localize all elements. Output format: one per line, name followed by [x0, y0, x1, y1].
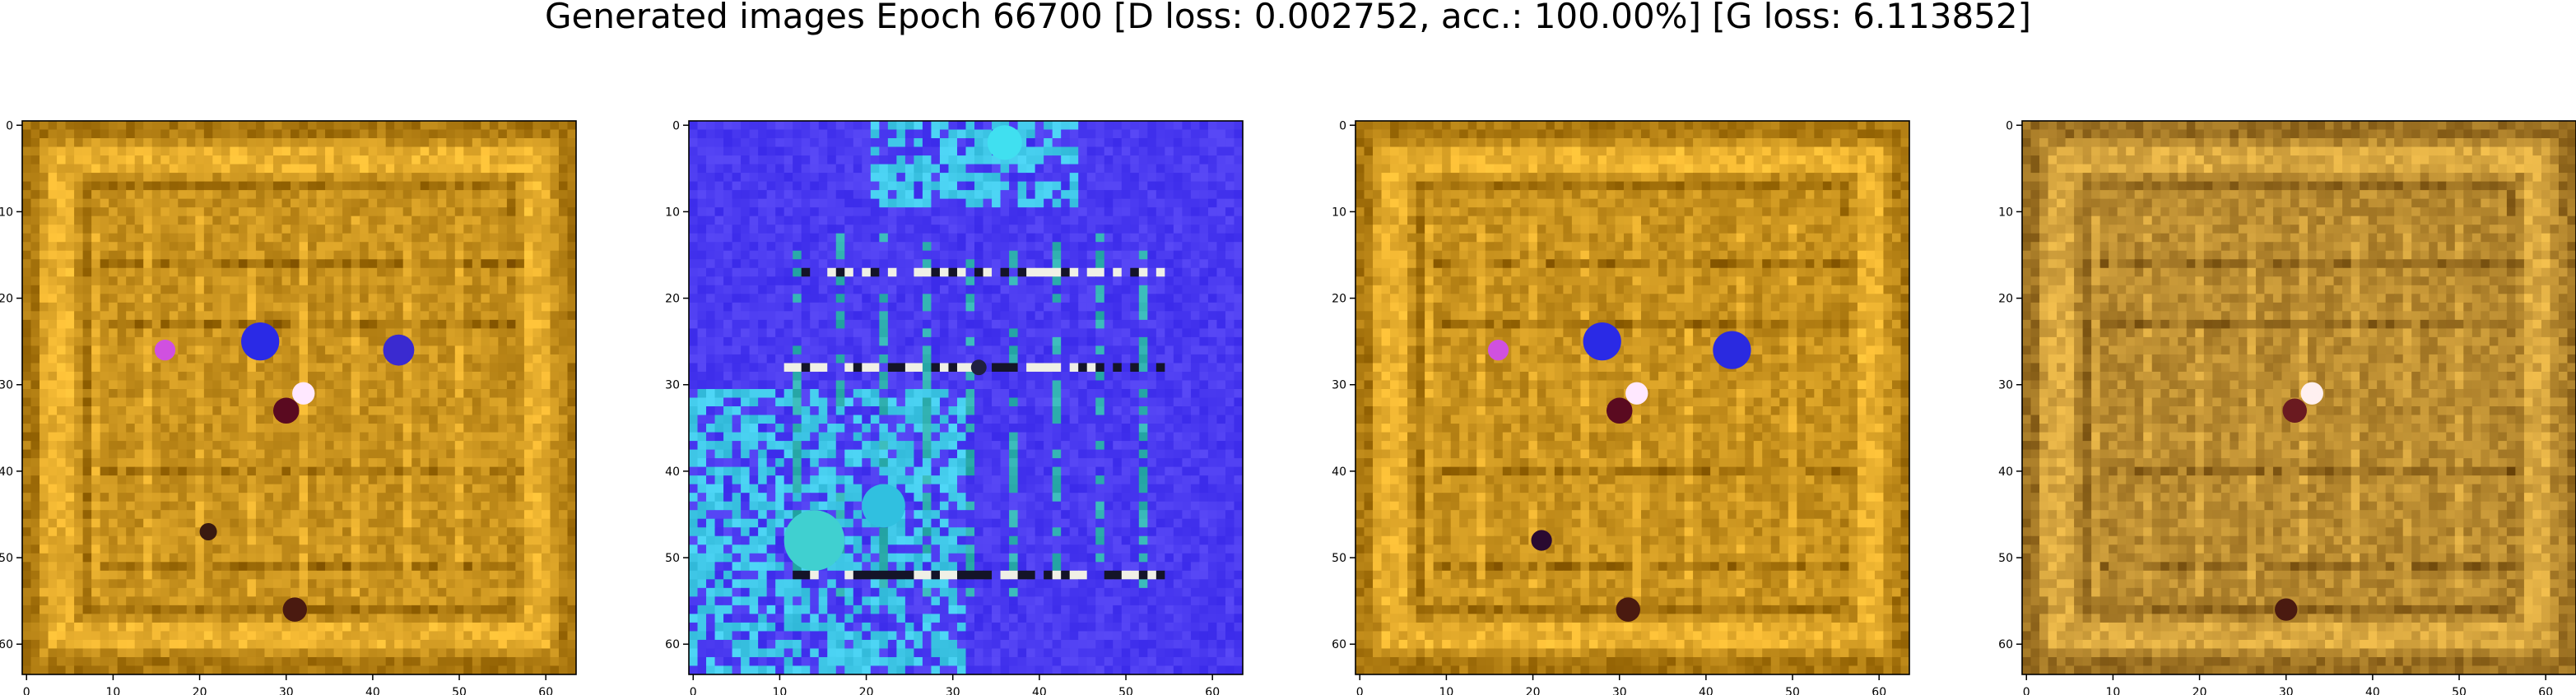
y-tick-label: 30 — [1998, 379, 2013, 392]
image-pixels — [2022, 121, 2576, 674]
y-tick-label: 60 — [665, 638, 680, 651]
feature-blob — [241, 322, 280, 361]
y-tick-label: 20 — [665, 293, 680, 306]
feature-blob — [1625, 382, 1648, 405]
y-tick-label: 10 — [0, 206, 13, 219]
y-tick-label: 60 — [0, 638, 13, 651]
x-tick-label: 20 — [2192, 686, 2207, 695]
y-tick-label: 50 — [1998, 552, 2013, 565]
feature-blob — [862, 484, 905, 528]
x-tick-label: 0 — [690, 686, 697, 695]
y-tick-label: 10 — [1998, 206, 2013, 219]
y-tick-label: 40 — [665, 466, 680, 479]
x-tick-label: 20 — [193, 686, 207, 695]
image-panel-1: 0 10 20 30 40 50 60 0 10 20 30 40 50 60 — [0, 119, 577, 695]
feature-blob — [970, 359, 987, 376]
axes-frame — [688, 120, 1244, 675]
feature-blob — [2282, 398, 2307, 423]
x-tick-label: 20 — [859, 686, 874, 695]
feature-blob — [2300, 382, 2323, 405]
x-tick-label: 40 — [1032, 686, 1047, 695]
x-tick-label: 30 — [1612, 686, 1627, 695]
axes-frame — [21, 120, 577, 675]
x-tick-label: 10 — [1439, 686, 1454, 695]
feature-blob — [1583, 322, 1621, 361]
image-pixels — [22, 121, 576, 674]
x-tick-label: 0 — [23, 686, 30, 695]
x-tick-label: 30 — [946, 686, 960, 695]
feature-blob — [2275, 598, 2298, 621]
y-tick-label: 50 — [0, 552, 13, 565]
y-tick-label: 0 — [2006, 119, 2013, 132]
y-tick-label: 30 — [0, 379, 13, 392]
x-tick-label: 60 — [1205, 686, 1220, 695]
x-tick-label: 30 — [279, 686, 294, 695]
y-tick-label: 0 — [672, 119, 680, 132]
x-tick-label: 40 — [2365, 686, 2380, 695]
feature-blob — [383, 334, 415, 366]
x-tick-label: 50 — [1785, 686, 1800, 695]
x-tick-label: 30 — [2279, 686, 2294, 695]
image-panel-4: 0 10 20 30 40 50 60 0 10 20 30 40 50 60 — [1998, 119, 2576, 695]
y-tick-label: 10 — [1332, 206, 1346, 219]
y-tick-label: 20 — [1998, 293, 2013, 306]
feature-blob — [282, 597, 307, 622]
y-tick-label: 50 — [1332, 552, 1346, 565]
feature-blob — [292, 382, 315, 405]
x-tick-label: 60 — [538, 686, 553, 695]
feature-blob — [1616, 597, 1640, 622]
y-tick-label: 40 — [1332, 466, 1346, 479]
x-tick-label: 50 — [1118, 686, 1133, 695]
x-tick-label: 0 — [2023, 686, 2030, 695]
x-tick-label: 50 — [2452, 686, 2467, 695]
y-tick-label: 30 — [1332, 379, 1346, 392]
y-tick-label: 0 — [1339, 119, 1346, 132]
y-tick-label: 10 — [665, 206, 680, 219]
figure-title: Generated images Epoch 66700 [D loss: 0.… — [544, 0, 2032, 36]
feature-blob — [987, 125, 1022, 160]
x-tick-label: 10 — [106, 686, 121, 695]
y-tick-label: 50 — [665, 552, 680, 565]
axes-frame — [2021, 120, 2576, 675]
y-tick-label: 60 — [1332, 638, 1346, 651]
feature-blob — [1487, 340, 1509, 361]
feature-blob — [199, 522, 217, 541]
feature-blob — [1713, 331, 1751, 369]
x-tick-label: 40 — [1699, 686, 1713, 695]
x-tick-label: 10 — [773, 686, 788, 695]
y-tick-label: 40 — [0, 466, 13, 479]
x-tick-label: 0 — [1356, 686, 1364, 695]
y-tick-label: 30 — [665, 379, 680, 392]
x-tick-label: 50 — [452, 686, 467, 695]
feature-blob — [1606, 397, 1633, 424]
axes-frame — [1355, 120, 1910, 675]
feature-blob — [783, 510, 845, 571]
y-tick-label: 40 — [1998, 466, 2013, 479]
feature-blob — [154, 340, 176, 361]
image-panel-2: 0 10 20 30 40 50 60 0 10 20 30 40 50 60 — [665, 119, 1244, 695]
feature-blob — [272, 397, 300, 424]
x-tick-label: 60 — [1872, 686, 1886, 695]
y-tick-label: 60 — [1998, 638, 2013, 651]
feature-blob — [1531, 530, 1552, 551]
image-panel-3: 0 10 20 30 40 50 60 0 10 20 30 40 50 60 — [1332, 119, 1910, 695]
y-tick-label: 20 — [0, 293, 13, 306]
x-tick-label: 10 — [2106, 686, 2121, 695]
image-pixels — [689, 121, 1243, 674]
y-tick-label: 0 — [6, 119, 13, 132]
x-tick-label: 60 — [2538, 686, 2553, 695]
x-tick-label: 20 — [1526, 686, 1541, 695]
x-tick-label: 40 — [365, 686, 380, 695]
image-pixels — [1355, 121, 1909, 674]
y-tick-label: 20 — [1332, 293, 1346, 306]
